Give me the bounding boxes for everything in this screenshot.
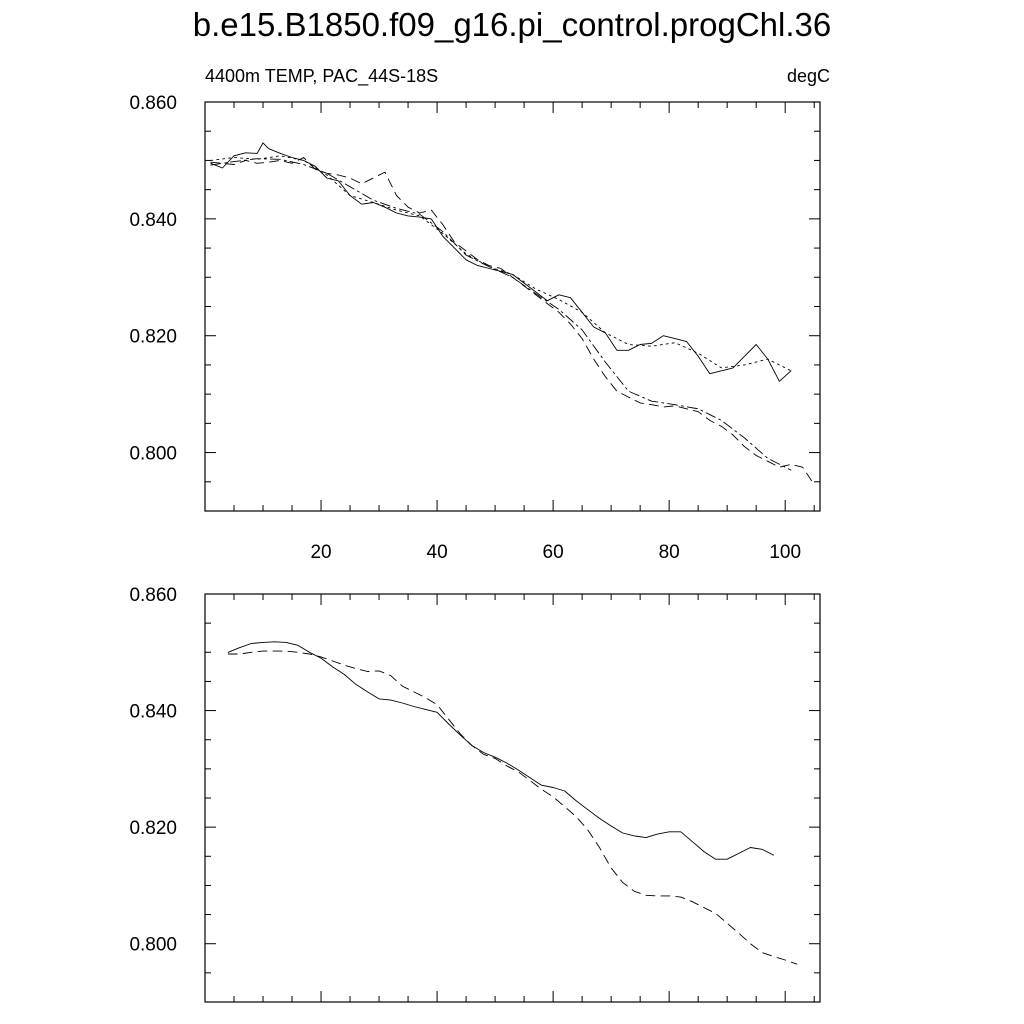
series-line-2-1 [227,641,775,860]
series-line-1-4 [210,158,792,471]
x-tick-label: 20 [310,542,331,563]
y-tick-label: 0.860 [129,585,177,606]
plot-frame-2 [204,593,821,1003]
variable-label: 4400m TEMP, PAC_44S-18S [205,66,439,86]
series-line-1-2 [210,155,792,372]
x-tick-label: 40 [427,542,448,563]
y-tick-label: 0.840 [129,210,177,231]
x-tick-label: 80 [659,542,680,563]
chart-title: b.e15.B1850.f09_g16.pi_control.progChl.3… [192,6,832,43]
y-tick-label: 0.840 [129,702,177,723]
series-line-2-2 [227,650,798,965]
y-tick-label: 0.800 [129,935,177,956]
x-tick-label: 60 [543,542,564,563]
series-line-1-3 [210,157,815,486]
y-tick-label: 0.860 [129,93,177,114]
x-tick-label: 100 [769,542,801,563]
y-tick-label: 0.800 [129,444,177,465]
units-label: degC [786,66,830,86]
y-tick-label: 0.820 [129,818,177,839]
y-tick-label: 0.820 [129,327,177,348]
series-line-1-1 [210,142,792,382]
